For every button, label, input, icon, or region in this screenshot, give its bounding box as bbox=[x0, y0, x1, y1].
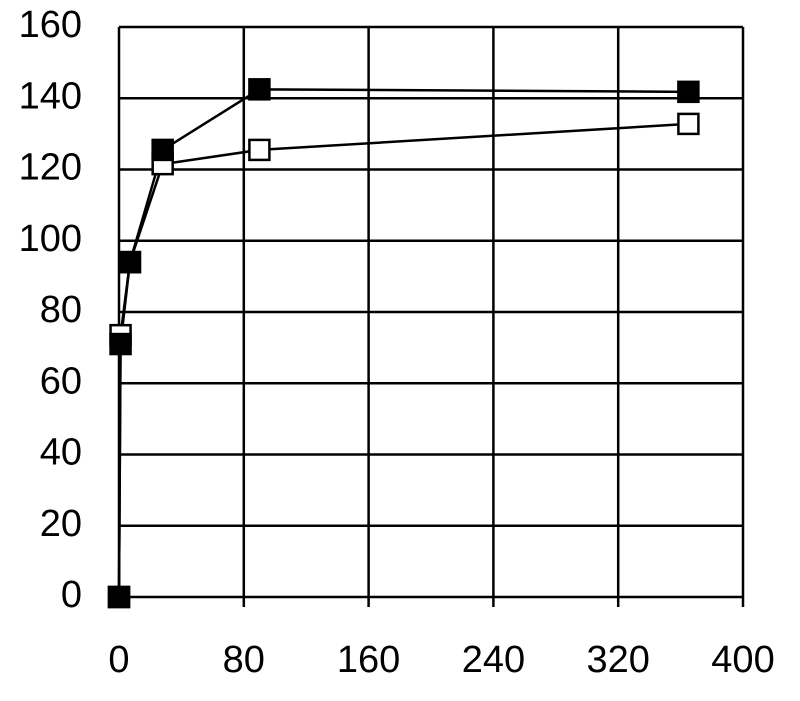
x-tick-label: 80 bbox=[223, 639, 265, 681]
y-tick-label: 120 bbox=[19, 147, 82, 189]
marker bbox=[677, 80, 700, 104]
x-tick-label: 320 bbox=[586, 639, 649, 681]
y-tick-label: 40 bbox=[40, 432, 82, 474]
y-tick-label: 20 bbox=[40, 503, 82, 545]
x-tick-label: 240 bbox=[462, 639, 525, 681]
marker bbox=[248, 78, 271, 101]
y-tick-label: 160 bbox=[19, 4, 82, 46]
x-tick-label: 400 bbox=[711, 639, 774, 681]
marker bbox=[677, 112, 700, 136]
x-tick-label: 0 bbox=[108, 639, 129, 681]
marker bbox=[118, 250, 142, 274]
x-tick-label: 160 bbox=[337, 639, 400, 681]
marker bbox=[107, 585, 131, 609]
y-tick-label: 0 bbox=[61, 574, 82, 616]
y-tick-label: 80 bbox=[40, 289, 82, 331]
marker bbox=[248, 138, 271, 162]
series-line bbox=[117, 88, 689, 598]
marker bbox=[151, 138, 174, 162]
y-tick-label: 60 bbox=[40, 360, 82, 402]
y-tick-label: 100 bbox=[19, 218, 82, 260]
y-tick-label: 140 bbox=[19, 75, 82, 117]
marker bbox=[109, 332, 132, 356]
